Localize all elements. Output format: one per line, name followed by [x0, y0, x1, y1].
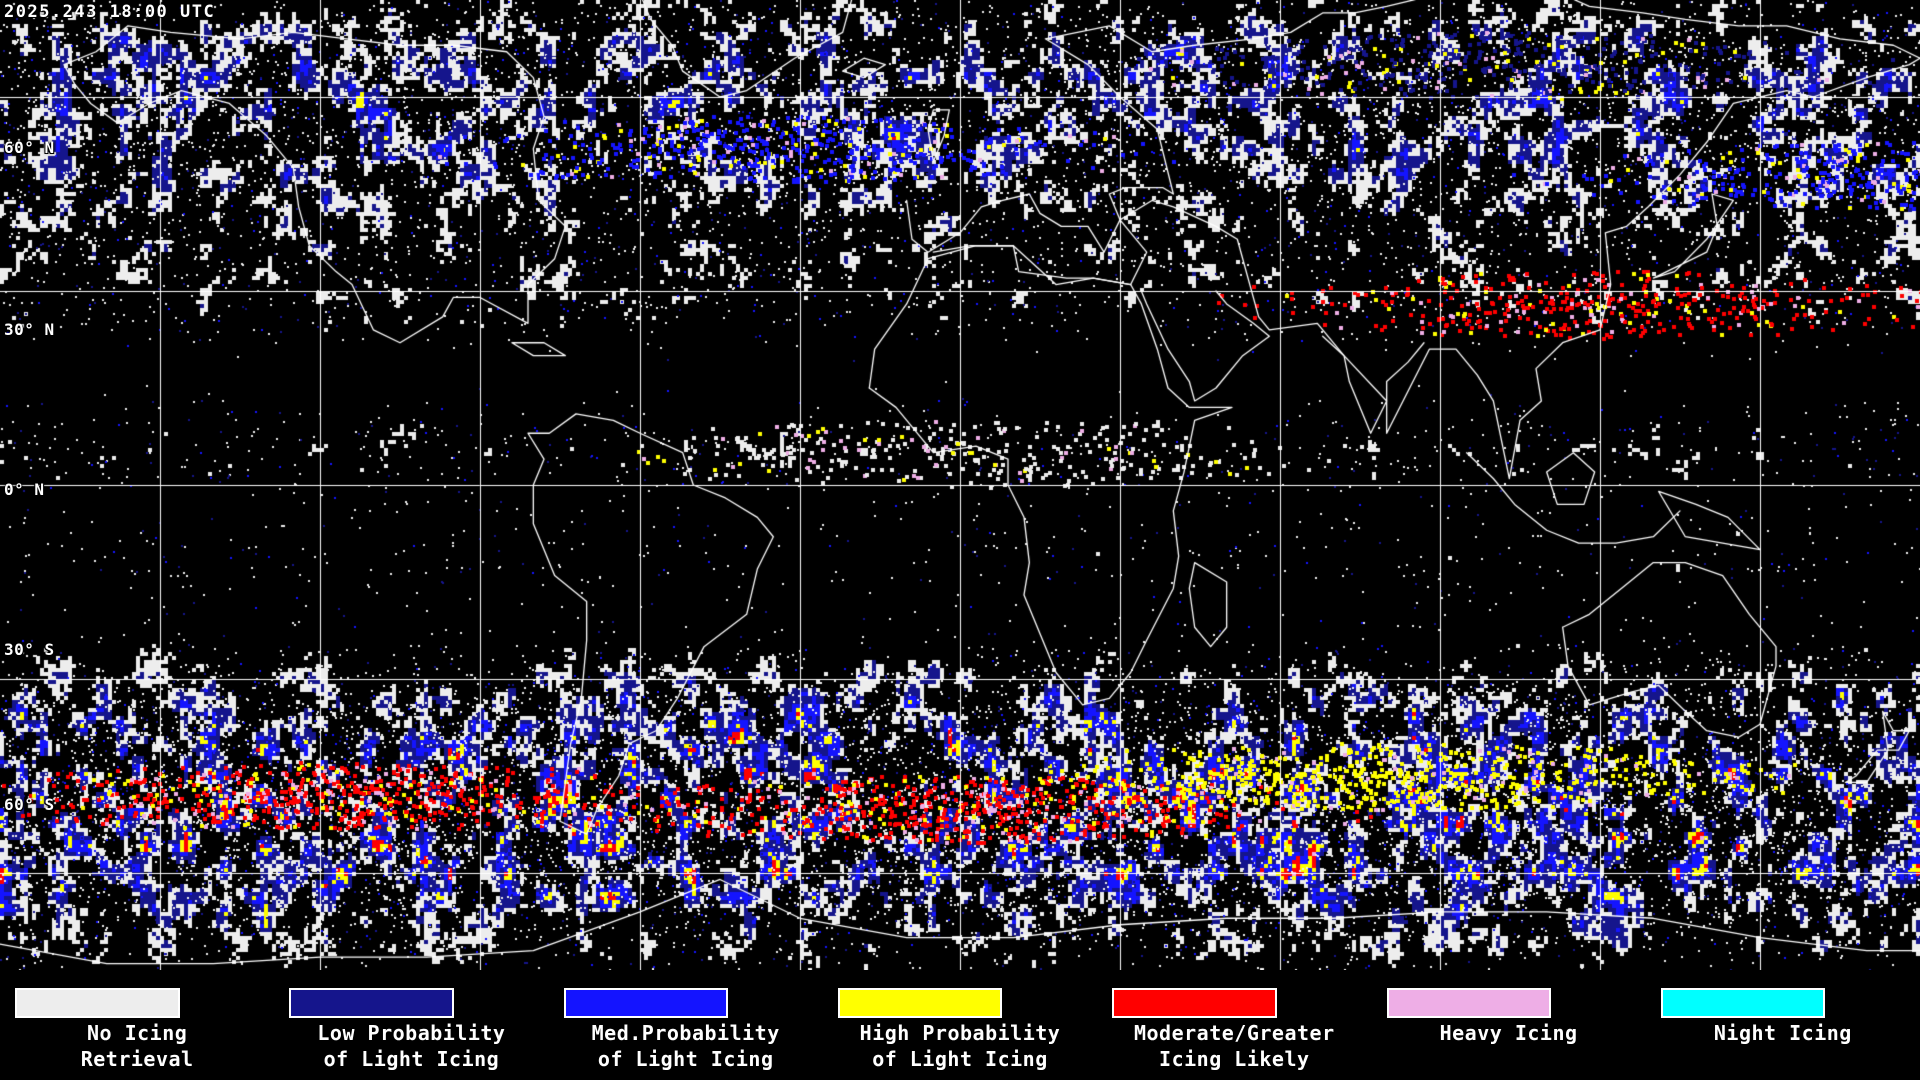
lat-label-0n: 0° N — [4, 480, 45, 499]
legend-item-high-probability[interactable]: High Probability of Light Icing — [823, 970, 1097, 1080]
legend-text-med-probability: Med.Probability of Light Icing — [549, 1020, 823, 1072]
legend-line1-med-probability: Med.Probability — [591, 1021, 780, 1045]
legend-swatch-heavy-icing — [1386, 988, 1552, 1018]
legend-swatch-night-icing — [1660, 988, 1826, 1018]
legend-swatch-high-probability — [837, 988, 1003, 1018]
legend-text-heavy-icing: Heavy Icing — [1371, 1020, 1645, 1046]
legend-line2-high-probability: of Light Icing — [872, 1047, 1048, 1071]
legend-item-night-icing[interactable]: Night Icing — [1646, 970, 1920, 1080]
legend-text-no-icing-retrieval: No Icing Retrieval — [0, 1020, 274, 1072]
legend-line1-moderate-greater: Moderate/Greater — [1133, 1021, 1335, 1045]
legend-item-heavy-icing[interactable]: Heavy Icing — [1371, 970, 1645, 1080]
legend-item-moderate-greater[interactable]: Moderate/Greater Icing Likely — [1097, 970, 1371, 1080]
lat-label-60s: 60° S — [4, 795, 55, 814]
legend-line1-low-probability: Low Probability — [317, 1021, 506, 1045]
legend-swatch-no-icing-retrieval — [15, 988, 180, 1018]
lat-label-30n: 30° N — [4, 320, 55, 339]
global-icing-map[interactable]: 2025.243 18:00 UTC 60° N 30° N 0° N 30° … — [0, 0, 1920, 970]
lat-label-30s: 30° S — [4, 640, 55, 659]
legend-text-low-probability: Low Probability of Light Icing — [274, 1020, 548, 1072]
legend-bar: No Icing Retrieval Low Probability of Light… — [0, 970, 1920, 1080]
lat-label-60n: 60° N — [4, 138, 55, 157]
map-raster-canvas[interactable] — [0, 0, 1920, 970]
legend-item-low-probability[interactable]: Low Probability of Light Icing — [274, 970, 548, 1080]
legend-text-night-icing: Night Icing — [1646, 1020, 1920, 1046]
legend-text-moderate-greater: Moderate/Greater Icing Likely — [1097, 1020, 1371, 1072]
legend-line2-moderate-greater: Icing Likely — [1159, 1047, 1310, 1071]
legend-swatch-moderate-greater — [1112, 988, 1277, 1018]
legend-line2-low-probability: of Light Icing — [323, 1047, 500, 1071]
legend-text-high-probability: High Probability of Light Icing — [823, 1020, 1097, 1072]
legend-line1-heavy-icing: Heavy Icing — [1439, 1021, 1578, 1045]
legend-line2-no-icing-retrieval: Retrieval — [80, 1047, 194, 1071]
legend-swatch-med-probability — [563, 988, 729, 1018]
legend-line1-no-icing-retrieval: No Icing — [86, 1021, 188, 1045]
legend-line1-high-probability: High Probability — [859, 1021, 1061, 1045]
timestamp-label: 2025.243 18:00 UTC — [4, 2, 216, 22]
legend-line1-night-icing: Night Icing — [1713, 1021, 1852, 1045]
legend-item-no-icing-retrieval[interactable]: No Icing Retrieval — [0, 970, 274, 1080]
legend-swatch-low-probability — [289, 988, 454, 1018]
legend-item-med-probability[interactable]: Med.Probability of Light Icing — [549, 970, 823, 1080]
legend-line2-med-probability: of Light Icing — [597, 1047, 774, 1071]
